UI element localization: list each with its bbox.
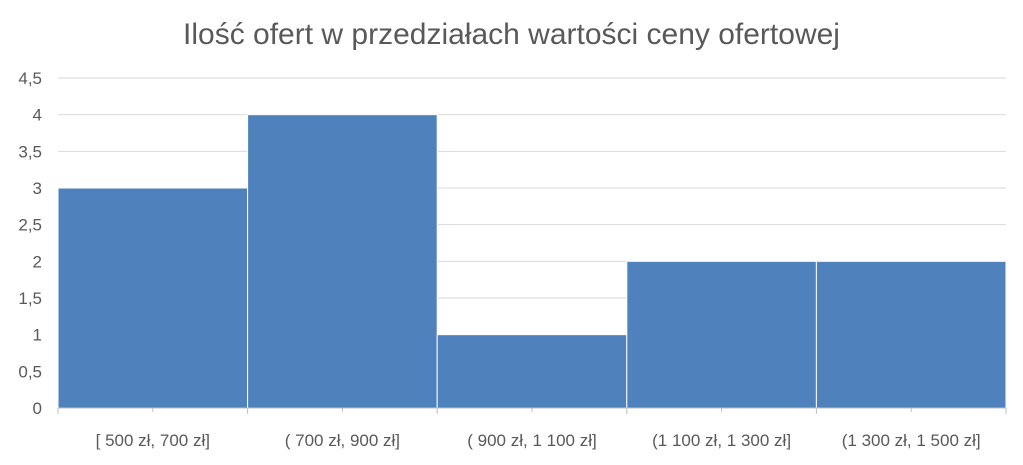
- y-tick-label: 1,5: [18, 289, 42, 308]
- y-tick-label: 0: [33, 399, 42, 418]
- y-tick-label: 4,5: [18, 69, 42, 88]
- x-tick-label: (1 100 zł, 1 300 zł]: [652, 431, 791, 450]
- bar: [626, 260, 817, 409]
- y-tick-label: 2,5: [18, 216, 42, 235]
- x-tick-label: [ 500 zł, 700 zł]: [96, 431, 210, 450]
- y-tick-label: 0,5: [18, 362, 42, 381]
- y-tick-label: 1: [33, 326, 42, 345]
- y-tick-label: 3,5: [18, 142, 42, 161]
- bar: [436, 334, 628, 409]
- x-tick-label: ( 900 zł, 1 100 zł]: [467, 431, 596, 450]
- x-tick-label: ( 700 zł, 900 zł]: [285, 431, 400, 450]
- y-tick-label: 2: [33, 252, 42, 271]
- bar: [57, 187, 249, 409]
- x-tick-label: (1 300 zł, 1 500 zł]: [842, 431, 981, 450]
- y-tick-label: 3: [33, 179, 42, 198]
- chart-title: Ilość ofert w przedziałach wartości ceny…: [183, 18, 840, 51]
- y-tick-label: 4: [33, 106, 42, 125]
- bar: [247, 114, 438, 409]
- bar: [815, 260, 1007, 409]
